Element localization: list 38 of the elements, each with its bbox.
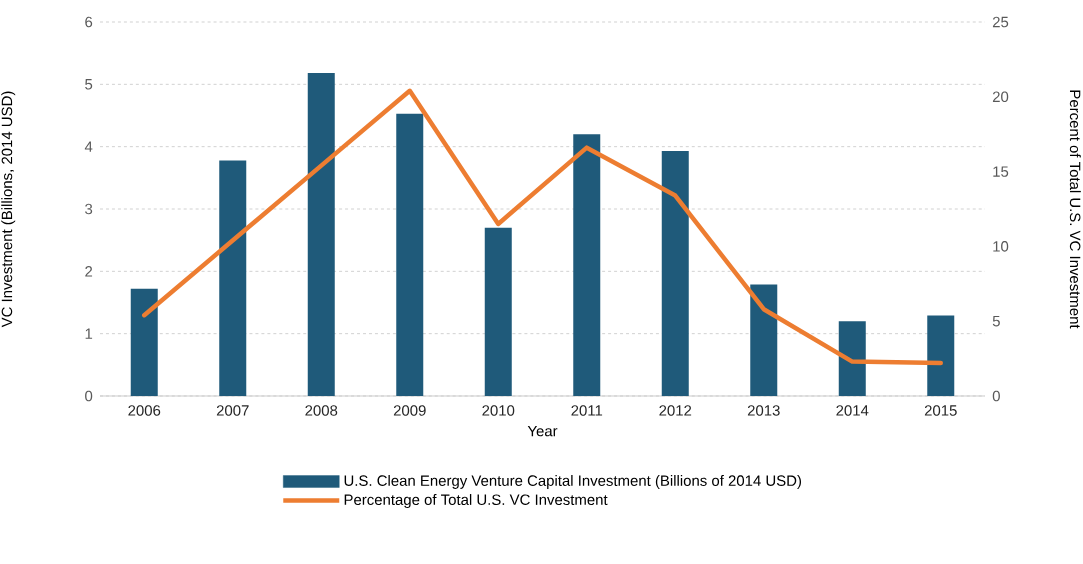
y-tick-label: 5 (85, 79, 93, 90)
bar (130, 288, 158, 396)
y-tick-label: 6 (85, 16, 93, 28)
y2-tick-label: 20 (992, 91, 1009, 103)
x-tick-label: 2008 (305, 405, 338, 416)
bar (396, 113, 424, 396)
y-tick-label: 3 (85, 203, 93, 215)
y2-tick-label: 25 (992, 16, 1009, 28)
x-tick-label: 2012 (659, 405, 692, 416)
bar (838, 321, 866, 396)
legend-label: Percentage of Total U.S. VC Investment (344, 494, 608, 508)
x-tick-label: 2007 (216, 405, 249, 416)
legend-label: U.S. Clean Energy Venture Capital Investment (Billions of 2014 USD) (344, 474, 802, 489)
bar (927, 315, 955, 396)
bar (307, 73, 335, 396)
x-tick-label: 2011 (571, 405, 603, 416)
y2-tick-label: 0 (992, 390, 1000, 402)
x-tick-label: 2015 (924, 405, 957, 416)
x-tick-label: 2014 (836, 405, 869, 416)
y2-axis-title: Percent of Total U.S. VC Investment (1069, 90, 1081, 329)
y-tick-label: 1 (85, 328, 93, 339)
x-tick-label: 2010 (482, 405, 515, 416)
y-tick-label: 2 (85, 266, 93, 277)
x-axis-title: Year (527, 425, 558, 437)
bar (573, 134, 601, 396)
y-tick-label: 0 (85, 390, 93, 402)
y-tick-label: 4 (84, 141, 93, 152)
x-tick-label: 2013 (747, 405, 780, 416)
y2-tick-label: 10 (993, 241, 1009, 252)
y2-tick-label: 5 (992, 315, 1000, 327)
y2-tick-label: 15 (993, 166, 1009, 177)
bar (661, 151, 689, 396)
x-tick-label: 2006 (128, 405, 161, 416)
bar (219, 160, 247, 396)
bar (750, 284, 778, 396)
bar (484, 227, 512, 396)
x-tick-label: 2009 (393, 405, 426, 416)
y-axis-title: VC Investment (Billions, 2014 USD) (1, 91, 16, 328)
